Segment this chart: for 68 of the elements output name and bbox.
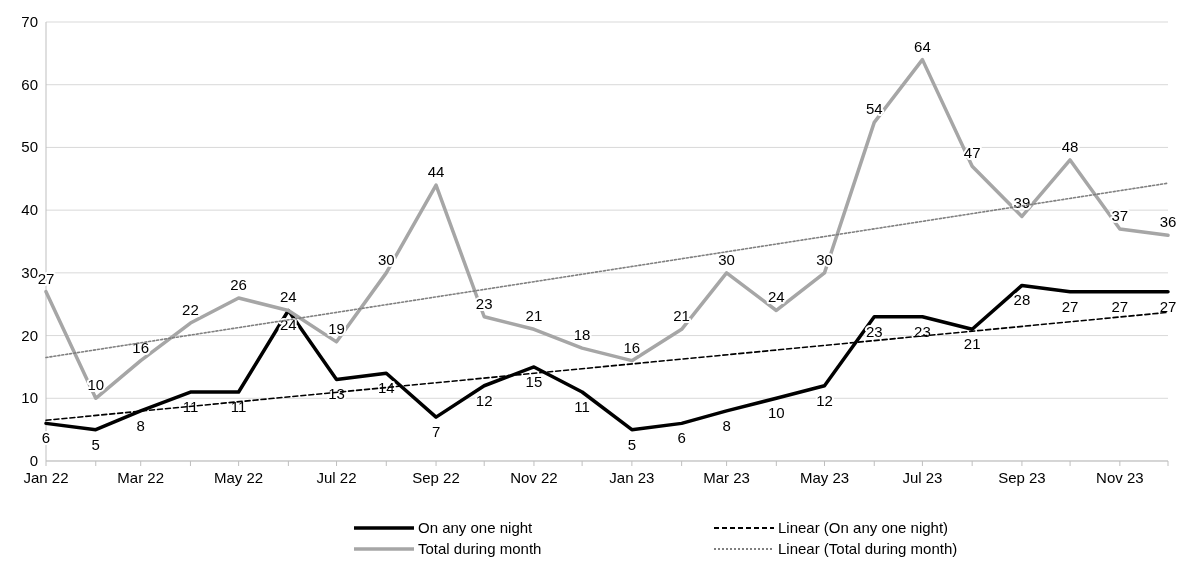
legend-label: Linear (Total during month) — [778, 540, 958, 557]
data-label: 12 — [816, 391, 833, 409]
data-label: 27 — [1111, 297, 1129, 315]
data-label: 19 — [328, 319, 345, 337]
data-label: 28 — [1013, 291, 1031, 309]
data-label: 15 — [525, 372, 543, 390]
data-label: 5 — [91, 435, 100, 453]
data-label: 12 — [475, 391, 493, 409]
data-label: 26 — [230, 275, 247, 293]
data-label: 8 — [136, 416, 145, 434]
x-tick-label: Nov 22 — [510, 469, 558, 486]
legend-label: Total during month — [418, 540, 542, 557]
data-label: 48 — [1061, 137, 1079, 155]
data-label: 27 — [1159, 297, 1177, 315]
data-label: 8 — [722, 416, 731, 434]
data-label: 24 — [280, 316, 297, 334]
y-tick-label: 10 — [21, 389, 38, 407]
y-tick-label: 30 — [21, 263, 38, 281]
data-label: 24 — [768, 288, 785, 306]
x-tick-label: Nov 23 — [1096, 469, 1144, 486]
data-label: 18 — [573, 326, 591, 344]
data-label: 30 — [377, 250, 395, 268]
y-tick-label: 40 — [21, 201, 38, 219]
data-label: 21 — [673, 307, 690, 325]
data-label: 21 — [525, 307, 543, 325]
data-label: 6 — [41, 429, 51, 447]
data-label: 22 — [182, 301, 199, 319]
data-label: 16 — [623, 338, 641, 356]
data-label: 30 — [816, 250, 833, 268]
data-label: 39 — [1013, 194, 1031, 212]
x-tick-label: May 22 — [214, 469, 264, 486]
legend-label: Linear (On any one night) — [778, 519, 949, 536]
data-label: 11 — [230, 398, 247, 416]
data-label: 7 — [431, 423, 441, 441]
data-label: 10 — [87, 376, 105, 394]
data-label: 64 — [914, 37, 931, 55]
data-label: 11 — [574, 398, 590, 416]
legend-label: On any one night — [418, 519, 534, 536]
x-tick-label: Jul 22 — [316, 469, 357, 486]
data-label: 27 — [37, 269, 55, 287]
data-label: 6 — [677, 429, 686, 447]
x-tick-label: Sep 23 — [998, 469, 1046, 486]
data-label: 54 — [865, 100, 883, 118]
x-tick-label: Sep 22 — [412, 469, 460, 486]
y-tick-label: 20 — [21, 326, 38, 344]
data-label: 30 — [718, 250, 735, 268]
data-label: 23 — [475, 294, 493, 312]
x-tick-label: Jan 23 — [609, 469, 655, 486]
y-tick-label: 0 — [29, 452, 38, 469]
x-tick-label: Mar 23 — [703, 469, 750, 486]
data-label: 47 — [963, 144, 981, 162]
x-tick-label: Jan 22 — [23, 469, 69, 486]
data-label: 44 — [427, 163, 445, 181]
x-tick-label: May 23 — [799, 469, 850, 486]
data-label: 36 — [1159, 213, 1177, 231]
data-label: 27 — [1061, 297, 1079, 315]
x-tick-label: Jul 23 — [902, 469, 943, 486]
y-tick-label: 60 — [21, 75, 38, 93]
data-label: 5 — [627, 435, 637, 453]
data-label: 16 — [132, 338, 150, 356]
data-label: 21 — [963, 335, 981, 353]
data-label: 37 — [1111, 206, 1129, 224]
data-label: 24 — [280, 288, 297, 306]
data-label: 10 — [768, 404, 785, 422]
x-tick-label: Mar 22 — [117, 469, 165, 486]
y-tick-label: 70 — [21, 13, 38, 30]
y-tick-label: 50 — [21, 138, 38, 156]
data-label: 23 — [865, 322, 883, 340]
